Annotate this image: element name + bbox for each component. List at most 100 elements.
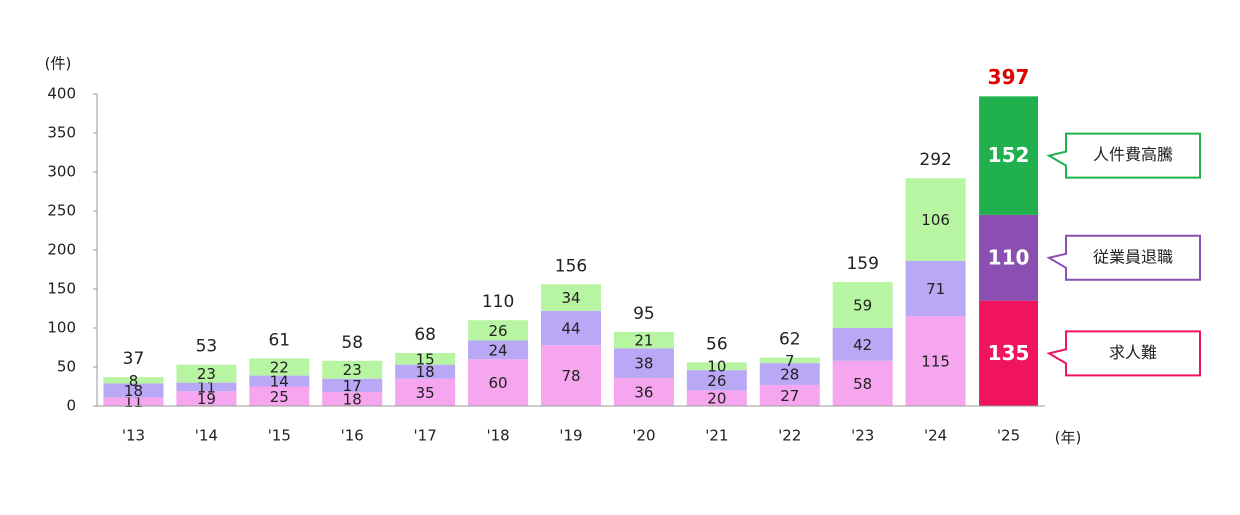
- value-label: 18: [416, 363, 435, 381]
- bar-segment: [905, 178, 966, 261]
- bar-segment: [395, 352, 456, 365]
- bar-segment: [686, 390, 747, 406]
- y-tick-label: 200: [47, 241, 76, 259]
- value-label: 11: [124, 393, 143, 411]
- y-tick-label: 250: [47, 202, 76, 220]
- total-label: 156: [555, 256, 587, 276]
- total-label: 95: [633, 304, 655, 324]
- value-label: 42: [853, 336, 872, 354]
- bar-segment: [541, 310, 601, 346]
- bar-segment: [176, 382, 237, 392]
- y-unit: (件): [45, 55, 72, 73]
- value-label: 8: [129, 372, 139, 390]
- x-tick-label: '23: [851, 427, 874, 445]
- value-label: 18: [343, 390, 362, 408]
- value-label: 44: [561, 320, 580, 338]
- value-label: 71: [926, 280, 945, 298]
- total-label: 397: [988, 65, 1030, 89]
- value-label: 23: [197, 365, 216, 383]
- value-label: 23: [343, 361, 362, 379]
- value-label: 27: [780, 387, 799, 405]
- x-unit: (年): [1055, 429, 1082, 447]
- total-label: 37: [123, 349, 145, 369]
- total-label: 159: [846, 254, 878, 274]
- bar-segment: [249, 386, 310, 406]
- total-label: 62: [779, 330, 801, 350]
- value-label: 21: [634, 332, 653, 350]
- value-label: 28: [780, 366, 799, 384]
- bar-segment: [541, 345, 601, 406]
- value-label: 18: [124, 382, 143, 400]
- legend-label: 従業員退職: [1093, 247, 1173, 266]
- value-label: 152: [988, 143, 1030, 167]
- value-label: 59: [853, 296, 872, 314]
- value-label: 19: [197, 390, 216, 408]
- total-label: 68: [414, 325, 436, 345]
- total-label: 58: [341, 333, 363, 353]
- x-tick-label: '16: [341, 427, 364, 445]
- value-label: 26: [707, 372, 726, 390]
- bar-segment: [103, 377, 164, 384]
- y-tick-label: 100: [47, 319, 76, 337]
- bar-segment: [322, 360, 383, 379]
- bar-segment: [468, 320, 529, 341]
- total-label: 292: [919, 150, 951, 170]
- callout-box: [1046, 132, 1201, 179]
- bar-segment: [395, 364, 456, 379]
- value-label: 14: [270, 373, 289, 391]
- x-tick-label: '14: [195, 427, 218, 445]
- total-label: 61: [268, 330, 290, 350]
- bar-segment: [613, 377, 674, 406]
- bar-segment: [905, 316, 966, 406]
- bar-segment: [322, 391, 383, 406]
- value-label: 78: [561, 367, 580, 385]
- value-label: 110: [988, 245, 1030, 269]
- value-label: 11: [197, 378, 216, 396]
- value-label: 24: [489, 341, 508, 359]
- x-tick-label: '20: [632, 427, 655, 445]
- x-tick-label: '15: [268, 427, 291, 445]
- total-label: 110: [482, 292, 514, 312]
- bar-segment: [468, 359, 529, 406]
- bar-segment: [686, 362, 747, 371]
- bar-segment: [759, 384, 820, 406]
- total-label: 56: [706, 334, 728, 354]
- value-label: 25: [270, 388, 289, 406]
- value-label: 36: [634, 383, 653, 401]
- value-label: 10: [707, 358, 726, 376]
- bar-segment: [103, 397, 164, 406]
- bar-segment: [249, 358, 310, 376]
- bar-segment: [395, 378, 456, 406]
- value-label: 60: [489, 374, 508, 392]
- x-tick-label: '19: [559, 427, 582, 445]
- bar-segment: [759, 363, 820, 385]
- value-label: 38: [634, 355, 653, 373]
- value-label: 7: [785, 352, 795, 370]
- bar-segment: [979, 96, 1038, 215]
- value-label: 17: [343, 377, 362, 395]
- bar-segment: [979, 300, 1038, 406]
- bar-segment: [759, 357, 820, 364]
- bar-segment: [103, 383, 164, 398]
- bar-segment: [905, 260, 966, 317]
- x-tick-label: '21: [705, 427, 728, 445]
- bar-segment: [613, 348, 674, 378]
- x-tick-label: '13: [122, 427, 145, 445]
- x-tick-label: '18: [486, 427, 509, 445]
- y-tick-label: 350: [47, 124, 76, 142]
- x-tick-label: '22: [778, 427, 801, 445]
- value-label: 115: [921, 353, 950, 371]
- bar-segment: [541, 284, 601, 311]
- value-label: 26: [489, 322, 508, 340]
- total-label: 53: [196, 337, 218, 357]
- bar-segment: [176, 364, 237, 383]
- bar-segment: [322, 378, 383, 392]
- bar-segment: [832, 360, 893, 406]
- value-label: 106: [921, 211, 950, 229]
- bar-segment: [832, 328, 893, 361]
- value-label: 34: [561, 289, 580, 307]
- bar-segment: [249, 375, 310, 387]
- value-label: 35: [416, 384, 435, 402]
- bar-segment: [686, 370, 747, 391]
